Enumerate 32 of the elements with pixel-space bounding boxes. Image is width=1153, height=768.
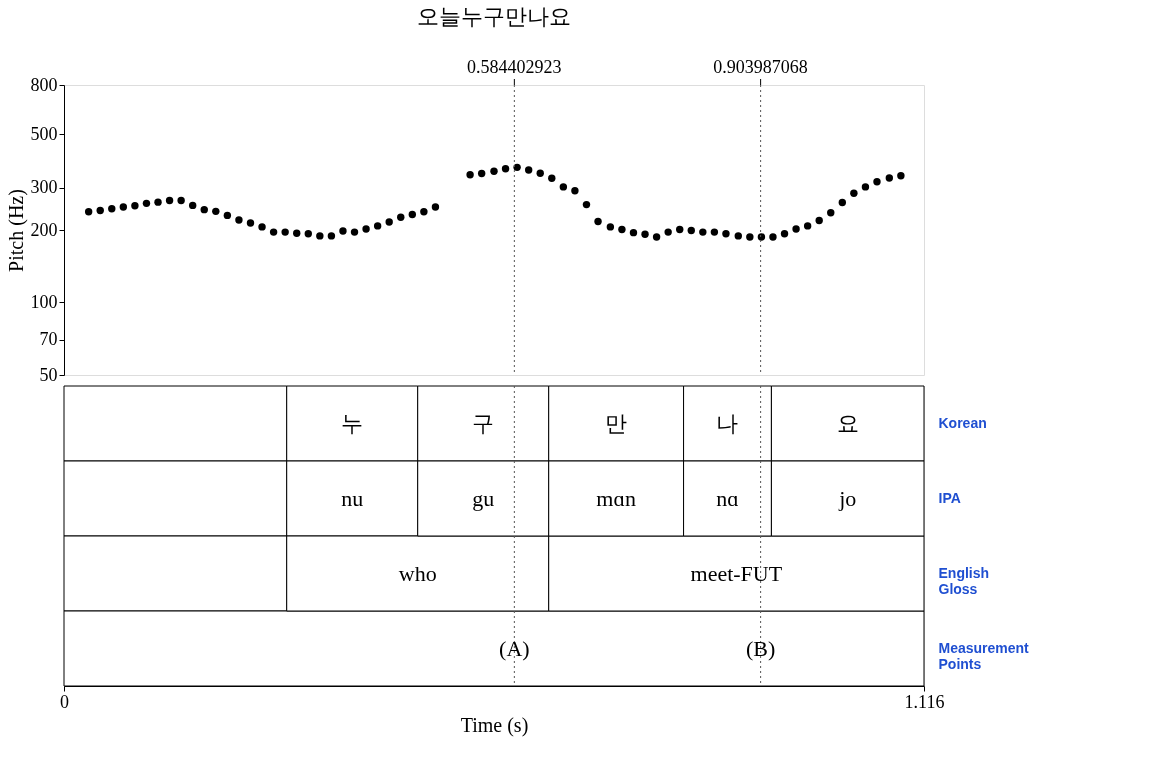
y-tick-label: 70 [39, 329, 58, 350]
ref-line-label: 0.903987068 [713, 57, 808, 77]
data-label: mɑn [596, 485, 636, 511]
data-label: 누 [341, 410, 364, 436]
data-label: 요 [836, 410, 859, 436]
y-tick-label: 800 [30, 74, 58, 95]
y-tick-label: English Gloss [938, 564, 990, 597]
y-axis-title: Pitch (Hz) [4, 189, 28, 272]
y-tick-label: IPA [938, 489, 961, 506]
data-label: nu [341, 485, 364, 511]
x-tick-label: 0 [60, 691, 69, 712]
y-tick-label: 500 [30, 123, 58, 144]
annotation: (A) [499, 635, 530, 661]
y-tick-label: 200 [30, 219, 58, 240]
data-label: gu [472, 485, 495, 511]
x-axis-title: Time (s) [460, 713, 529, 737]
y-tick-label: Measurement Points [938, 639, 1030, 672]
data-label: 만 [605, 410, 628, 436]
y-tick-label: 50 [39, 364, 58, 385]
data-label: jo [838, 485, 857, 511]
x-tick-label: 1.116 [904, 691, 945, 712]
annotation: (B) [745, 635, 776, 661]
data-label: 나 [716, 410, 739, 436]
chart-title: 오늘누구만나요 [417, 4, 571, 29]
data-label: nɑ [716, 485, 739, 511]
data-label: who [398, 560, 437, 586]
y-tick-label: Korean [938, 414, 987, 431]
y-tick-label: 300 [30, 177, 58, 198]
data-label: meet-FUT [690, 560, 783, 586]
data-label: 구 [472, 410, 495, 436]
ref-line-label: 0.584402923 [467, 57, 562, 77]
y-tick-label: 100 [30, 292, 58, 312]
